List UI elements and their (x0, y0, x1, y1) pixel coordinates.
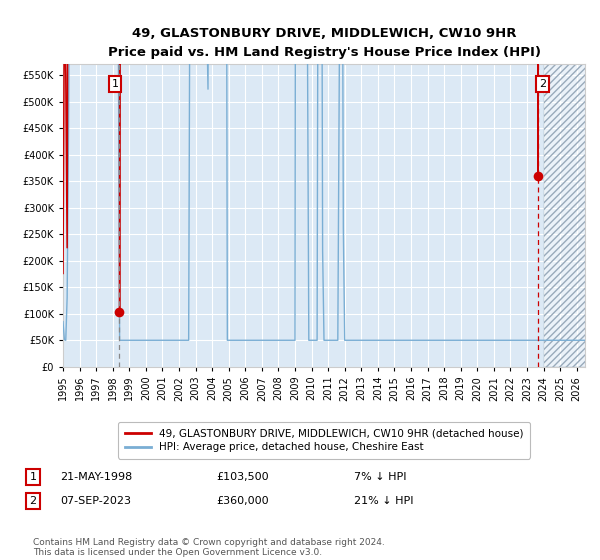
Text: £360,000: £360,000 (216, 496, 269, 506)
Text: Contains HM Land Registry data © Crown copyright and database right 2024.
This d: Contains HM Land Registry data © Crown c… (33, 538, 385, 557)
Text: 07-SEP-2023: 07-SEP-2023 (60, 496, 131, 506)
Text: 21-MAY-1998: 21-MAY-1998 (60, 472, 132, 482)
Text: 1: 1 (29, 472, 37, 482)
Text: 2: 2 (539, 79, 546, 89)
Text: £103,500: £103,500 (216, 472, 269, 482)
Text: 7% ↓ HPI: 7% ↓ HPI (354, 472, 407, 482)
Bar (544, 64, 600, 367)
Title: 49, GLASTONBURY DRIVE, MIDDLEWICH, CW10 9HR
Price paid vs. HM Land Registry's Ho: 49, GLASTONBURY DRIVE, MIDDLEWICH, CW10 … (107, 27, 541, 59)
Text: 2: 2 (29, 496, 37, 506)
Bar (544, 64, 600, 367)
Text: 21% ↓ HPI: 21% ↓ HPI (354, 496, 413, 506)
Text: 1: 1 (112, 79, 118, 89)
Legend: 49, GLASTONBURY DRIVE, MIDDLEWICH, CW10 9HR (detached house), HPI: Average price: 49, GLASTONBURY DRIVE, MIDDLEWICH, CW10 … (118, 422, 530, 459)
